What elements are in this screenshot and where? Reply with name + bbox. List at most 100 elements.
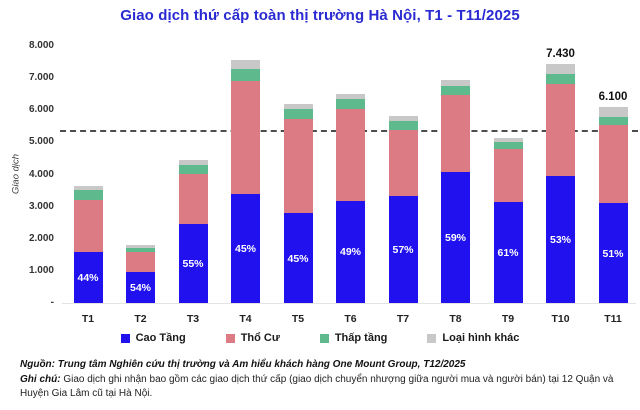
- y-tick-label: 3.000: [28, 200, 54, 212]
- y-tick-label: 4.000: [28, 168, 54, 180]
- legend-item: Loại hình khác: [427, 332, 519, 344]
- bar-segment: [441, 171, 470, 303]
- bar-segment: [388, 115, 418, 121]
- legend-label: Thổ Cư: [240, 332, 280, 344]
- bar-segment: [388, 120, 418, 131]
- bar-segment: [178, 164, 208, 174]
- bar-segment: [231, 193, 260, 303]
- legend-label: Loại hình khác: [442, 332, 520, 344]
- chart-title: Giao dịch thứ cấp toàn thị trường Hà Nội…: [120, 7, 520, 24]
- bar-percent-label: 57%: [392, 244, 414, 257]
- bar-segment: [283, 119, 313, 214]
- bar-segment: [546, 84, 575, 177]
- x-tick-label: T4: [239, 313, 252, 325]
- source-text: Trung tâm Nghiên cứu thị trường và Am hi…: [57, 359, 466, 370]
- footnotes: Nguồn: Trung tâm Nghiên cứu thị trường v…: [20, 358, 624, 402]
- x-tick-label: T5: [291, 313, 305, 325]
- bar-segment: [388, 196, 418, 303]
- bar-segment: [73, 199, 103, 252]
- bar-segment: [598, 203, 628, 303]
- y-tick-label: 8.000: [28, 40, 54, 51]
- bar-segment: [283, 213, 313, 303]
- x-tick-label: T6: [344, 313, 357, 325]
- bar-percent-label: 59%: [444, 231, 466, 244]
- bar-segment: [441, 94, 470, 172]
- bar-segment: [493, 137, 523, 142]
- y-tick-label: -: [50, 297, 54, 308]
- bar-percent-label: 51%: [602, 247, 624, 260]
- bar-segment: [126, 251, 155, 272]
- legend-swatch: [427, 333, 437, 343]
- y-tick-label: 7.000: [28, 72, 54, 84]
- x-tick-label: T7: [396, 313, 410, 325]
- y-tick-label: 5.000: [28, 136, 54, 148]
- bar-total-label: 7.430: [546, 48, 575, 61]
- bar-percent-label: 53%: [549, 234, 571, 247]
- legend-label: Cao Tầng: [135, 332, 186, 344]
- bar-segment: [493, 149, 523, 203]
- bar-segment: [598, 124, 628, 204]
- bar-segment: [231, 69, 260, 81]
- bar-percent-label: 61%: [497, 247, 519, 260]
- bar-percent-label: 45%: [234, 242, 256, 255]
- bar-segment: [126, 271, 155, 303]
- bar-segment: [546, 64, 575, 75]
- x-tick-label: T2: [134, 313, 147, 325]
- bar-segment: [441, 80, 470, 86]
- bar-segment: [336, 200, 365, 303]
- bar-segment: [283, 103, 313, 110]
- bar-segment: [126, 245, 155, 249]
- x-tick-label: T9: [501, 313, 515, 325]
- bar-segment: [336, 109, 365, 201]
- bar-segment: [283, 109, 313, 120]
- bar-segment: [598, 116, 628, 125]
- bar-percent-label: 44%: [77, 271, 99, 284]
- bar-percent-label: 54%: [129, 281, 151, 294]
- legend-item: Thổ Cư: [225, 332, 280, 344]
- bar-total-label: 6.100: [598, 91, 628, 104]
- source-line: Nguồn: Trung tâm Nghiên cứu thị trường v…: [20, 358, 624, 373]
- x-tick-label: T11: [604, 313, 622, 325]
- plot-area: 44% 54% 55% 45% 45% 49% 57% 59% 61% 53% 7.430 51% 6.…: [60, 46, 638, 304]
- bar-segment: [231, 60, 260, 70]
- bar-segment: [73, 190, 103, 200]
- legend-item: Cao Tầng: [120, 332, 186, 344]
- bar-segment: [388, 130, 418, 197]
- x-tick-label: T8: [449, 313, 462, 325]
- legend: Cao Tầng Thổ Cư Thấp tầng Loại hình khác: [0, 332, 640, 344]
- legend-swatch: [120, 333, 130, 343]
- bar-percent-label: 45%: [287, 252, 309, 265]
- bar-segment: [336, 99, 365, 110]
- note-label: Ghi chú:: [20, 373, 61, 385]
- chart-plot-wrap: Giao dịch 8.000 7.000 6.000 5.000 4.000 3.000…: [0, 32, 640, 325]
- bar-segment: [126, 248, 155, 252]
- bar-segment: [178, 173, 208, 225]
- bar-segment: [546, 74, 575, 85]
- bar-segment: [178, 159, 208, 165]
- bar-segment: [336, 93, 365, 100]
- bar-segment: [546, 176, 575, 303]
- bar-segment: [73, 185, 103, 191]
- bar-segment: [73, 251, 103, 303]
- bar-segment: [231, 80, 260, 194]
- x-tick-label: T3: [186, 313, 200, 325]
- legend-swatch: [225, 333, 235, 343]
- note-line: Ghi chú: Giao dịch ghi nhận bao gồm các …: [20, 373, 624, 402]
- note-text: Giao dịch ghi nhận bao gồm các giao dịch…: [20, 373, 614, 400]
- x-tick-label: T10: [551, 313, 570, 325]
- bar-percent-label: 49%: [339, 246, 361, 259]
- y-tick-label: 6.000: [28, 104, 54, 116]
- bar-segment: [441, 85, 470, 95]
- legend-item: Thấp tầng: [319, 332, 388, 344]
- bar-segment: [178, 224, 208, 303]
- x-tick-label: T1: [81, 313, 95, 325]
- bar-percent-label: 55%: [182, 258, 204, 271]
- bar-segment: [493, 202, 523, 303]
- y-tick-label: 2.000: [28, 232, 54, 244]
- source-label: Nguồn:: [20, 359, 55, 370]
- legend-swatch: [319, 333, 329, 343]
- bar-segment: [493, 141, 523, 150]
- legend-label: Thấp tầng: [334, 332, 388, 344]
- y-tick-label: 1.000: [28, 264, 54, 276]
